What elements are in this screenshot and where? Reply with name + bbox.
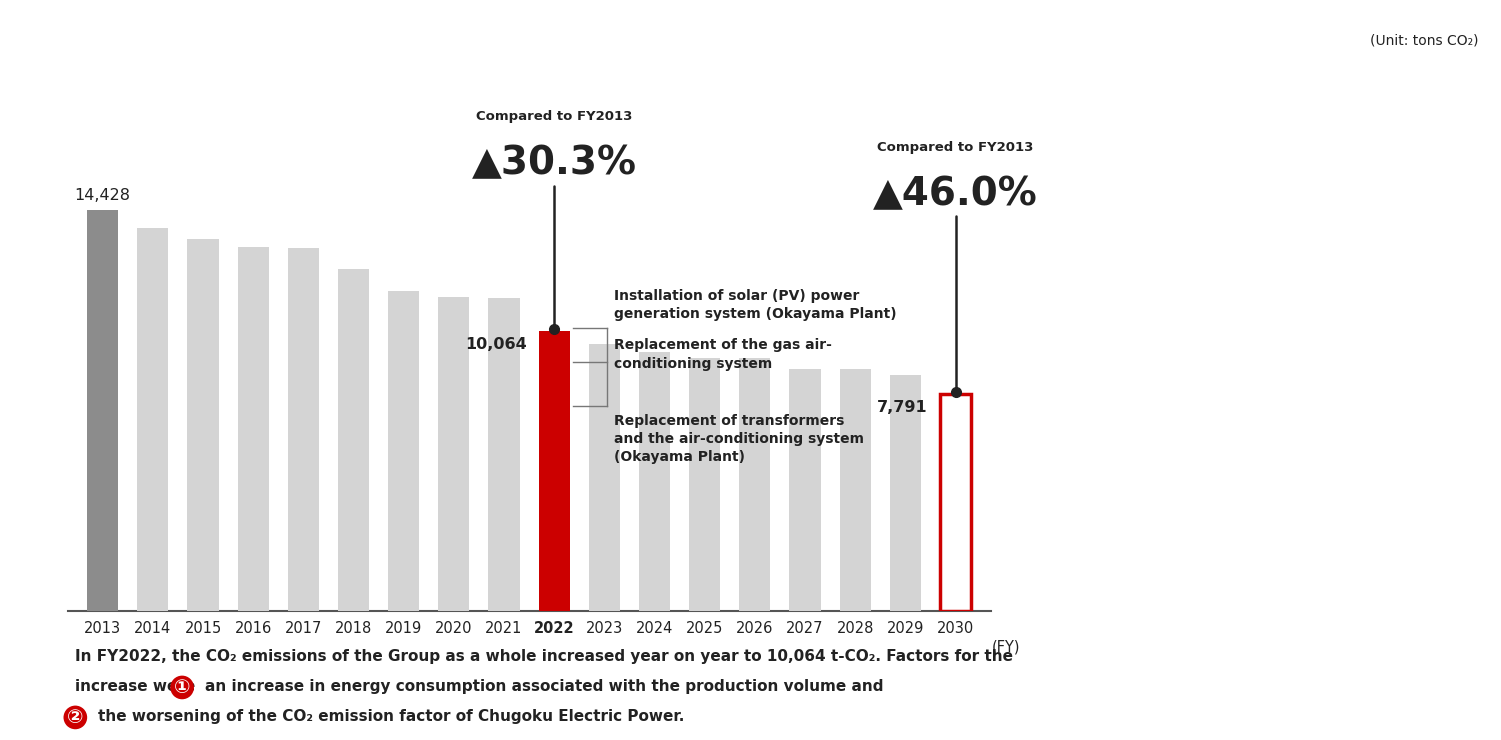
Bar — [588, 344, 620, 610]
Bar — [87, 210, 119, 610]
Bar — [689, 358, 720, 610]
Bar — [790, 369, 821, 610]
Text: (Unit: tons CO₂): (Unit: tons CO₂) — [1370, 33, 1478, 47]
Text: Compared to FY2013: Compared to FY2013 — [878, 141, 1034, 154]
Text: Replacement of transformers
and the air-conditioning system
(Okayama Plant): Replacement of transformers and the air-… — [614, 414, 865, 464]
Bar — [137, 228, 168, 610]
Bar — [237, 247, 269, 610]
Bar — [539, 332, 570, 610]
Bar — [740, 358, 770, 610]
Bar — [188, 239, 219, 610]
Bar — [839, 369, 871, 610]
Bar — [488, 298, 519, 610]
Text: an increase in energy consumption associated with the production volume and: an increase in energy consumption associ… — [206, 679, 884, 694]
Bar — [389, 292, 419, 610]
Text: 14,428: 14,428 — [75, 188, 131, 204]
Text: the worsening of the CO₂ emission factor of Chugoku Electric Power.: the worsening of the CO₂ emission factor… — [98, 709, 684, 724]
Text: ▲30.3%: ▲30.3% — [471, 144, 636, 182]
Bar — [940, 394, 971, 610]
Text: 10,064: 10,064 — [465, 337, 527, 351]
Bar — [890, 374, 922, 610]
Text: In FY2022, the CO₂ emissions of the Group as a whole increased year on year to 1: In FY2022, the CO₂ emissions of the Grou… — [75, 649, 1013, 664]
Bar — [338, 269, 369, 610]
Text: ②: ② — [68, 708, 84, 727]
Text: ①: ① — [174, 678, 191, 697]
Bar — [438, 297, 470, 610]
Text: Replacement of the gas air-
conditioning system: Replacement of the gas air- conditioning… — [614, 338, 832, 371]
Text: ▲46.0%: ▲46.0% — [874, 175, 1037, 213]
Text: Installation of solar (PV) power
generation system (Okayama Plant): Installation of solar (PV) power generat… — [614, 289, 898, 321]
Text: Compared to FY2013: Compared to FY2013 — [476, 110, 632, 123]
Bar — [288, 249, 318, 610]
Bar — [639, 352, 669, 610]
Text: 7,791: 7,791 — [877, 400, 928, 415]
Text: (FY): (FY) — [992, 639, 1021, 655]
Text: increase were: increase were — [75, 679, 201, 694]
